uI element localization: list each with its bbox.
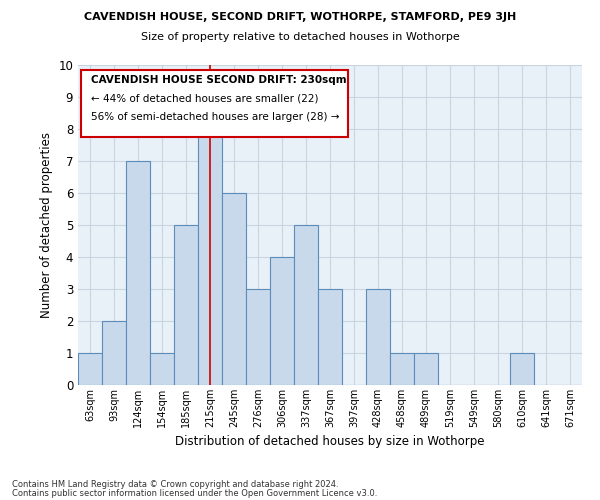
Y-axis label: Number of detached properties: Number of detached properties [40, 132, 53, 318]
Text: ← 44% of detached houses are smaller (22): ← 44% of detached houses are smaller (22… [91, 93, 318, 103]
X-axis label: Distribution of detached houses by size in Wothorpe: Distribution of detached houses by size … [175, 436, 485, 448]
Text: Size of property relative to detached houses in Wothorpe: Size of property relative to detached ho… [140, 32, 460, 42]
Bar [174, 225, 198, 385]
Bar [366, 289, 390, 385]
Bar [270, 257, 294, 385]
Bar [414, 353, 438, 385]
Bar [318, 289, 342, 385]
Bar [102, 321, 126, 385]
Bar [510, 353, 534, 385]
Bar [78, 353, 102, 385]
Bar [390, 353, 414, 385]
Bar [246, 289, 270, 385]
Bar [198, 129, 222, 385]
Bar [294, 225, 318, 385]
Text: CAVENDISH HOUSE SECOND DRIFT: 230sqm: CAVENDISH HOUSE SECOND DRIFT: 230sqm [91, 74, 346, 85]
Text: Contains public sector information licensed under the Open Government Licence v3: Contains public sector information licen… [12, 488, 377, 498]
FancyBboxPatch shape [80, 70, 347, 137]
Text: 56% of semi-detached houses are larger (28) →: 56% of semi-detached houses are larger (… [91, 112, 339, 122]
Bar [222, 193, 246, 385]
Bar [150, 353, 174, 385]
Text: Contains HM Land Registry data © Crown copyright and database right 2024.: Contains HM Land Registry data © Crown c… [12, 480, 338, 489]
Bar [126, 161, 150, 385]
Text: CAVENDISH HOUSE, SECOND DRIFT, WOTHORPE, STAMFORD, PE9 3JH: CAVENDISH HOUSE, SECOND DRIFT, WOTHORPE,… [84, 12, 516, 22]
